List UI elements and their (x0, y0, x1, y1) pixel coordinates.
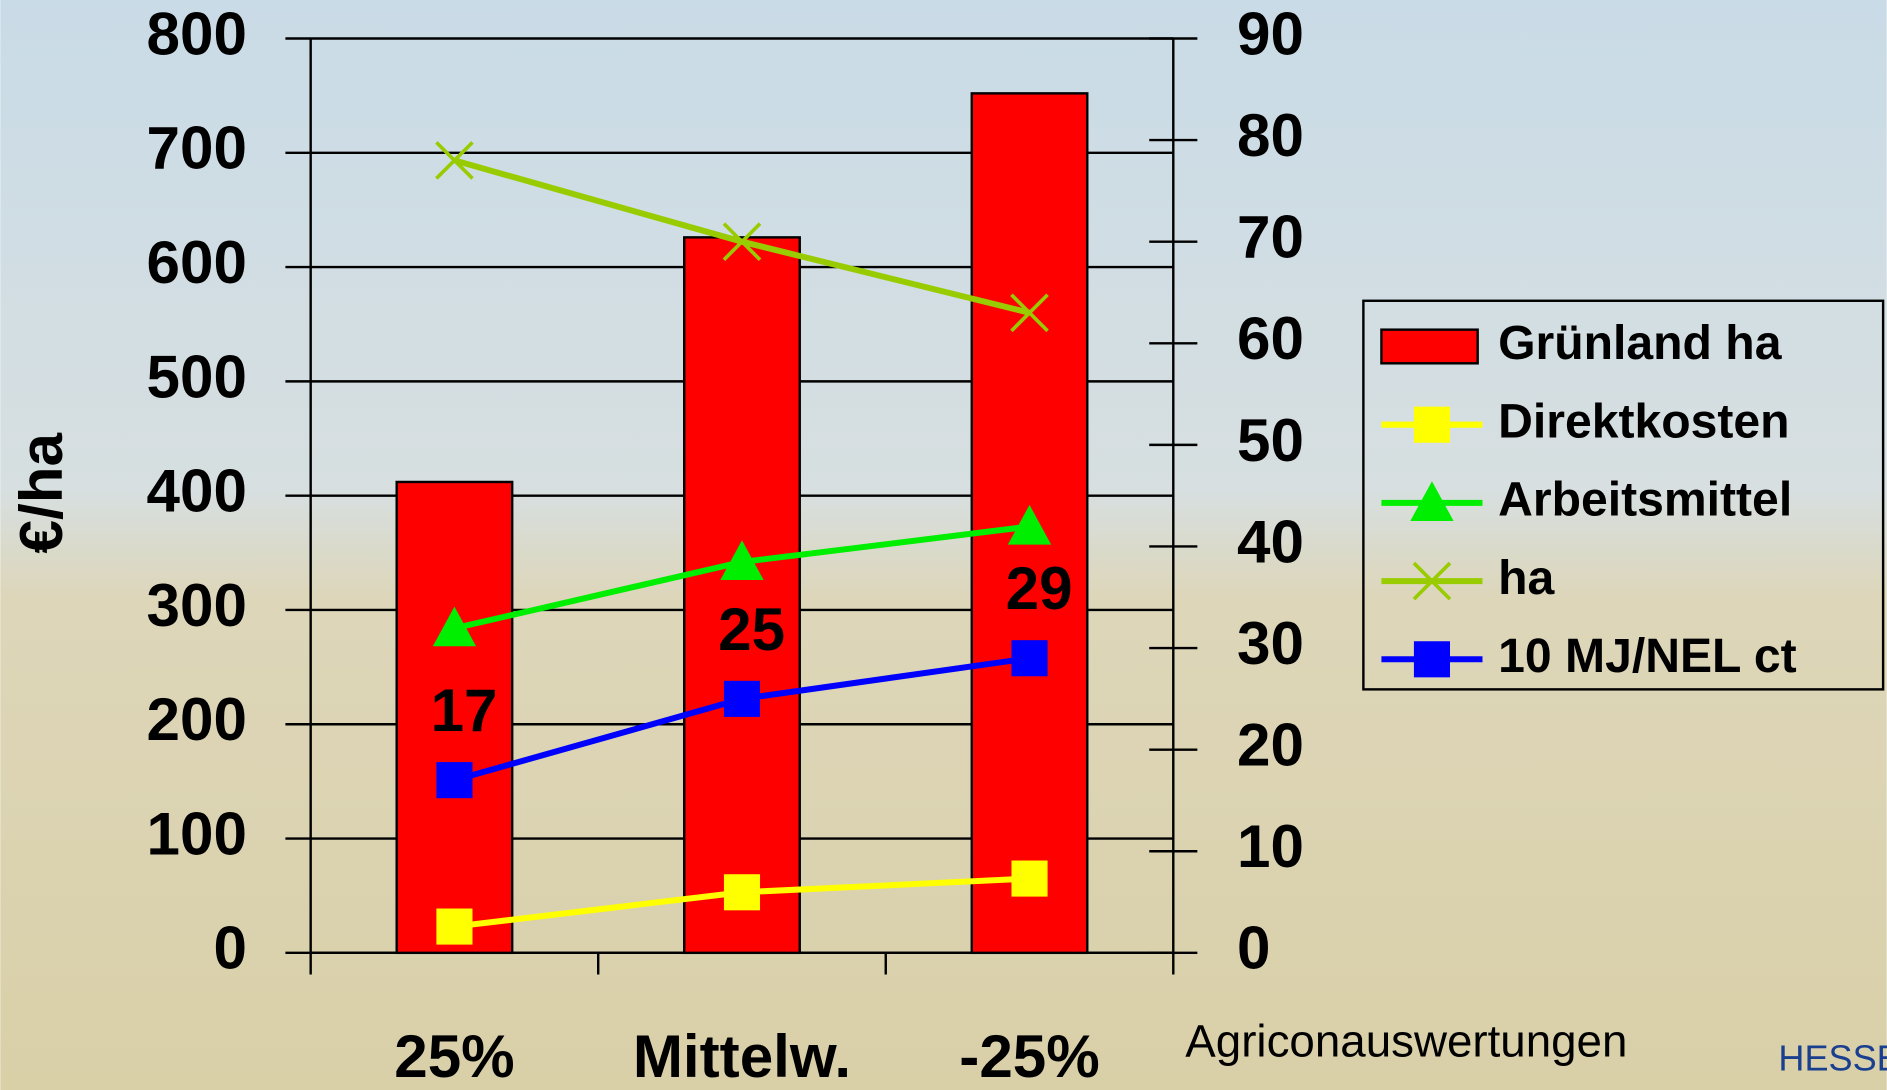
legend-label: Direktkosten (1498, 394, 1789, 448)
y2-tick-label: 10 (1237, 813, 1304, 880)
y-tick-label: 400 (147, 458, 247, 525)
legend-label: Arbeitsmittel (1498, 473, 1792, 527)
y-tick-label: 500 (147, 343, 247, 410)
y2-tick-label: 90 (1237, 0, 1304, 67)
y2-tick-label: 0 (1237, 915, 1270, 982)
marker (724, 681, 760, 717)
background (0, 0, 1886, 1090)
legend-swatch (1381, 330, 1477, 364)
y2-tick-label: 20 (1237, 712, 1304, 779)
chart: €/ha Agriconauswertungen HESSE 010020030… (0, 0, 1887, 1090)
y-tick-label: 200 (147, 686, 247, 753)
y2-tick-label: 50 (1237, 407, 1304, 474)
y-tick-label: 800 (147, 0, 247, 67)
legend-label: ha (1498, 551, 1555, 605)
marker (436, 909, 472, 945)
y2-tick-label: 30 (1237, 610, 1304, 677)
x-tick-label: -25% (959, 1023, 1099, 1090)
x-tick-label: 25% (394, 1023, 514, 1090)
marker (436, 762, 472, 798)
y-tick-label: 600 (147, 229, 247, 296)
y-tick-label: 0 (213, 915, 246, 982)
x-tick-label: Mittelw. (633, 1023, 851, 1090)
marker (1011, 640, 1047, 676)
data-label: 29 (1006, 555, 1073, 622)
marker (1414, 641, 1450, 677)
y2-tick-label: 70 (1237, 204, 1304, 271)
data-label: 25 (718, 596, 785, 663)
y-tick-label: 300 (147, 572, 247, 639)
data-label: 17 (431, 677, 498, 744)
y-axis-label: €/ha (8, 433, 75, 554)
y2-tick-label: 80 (1237, 102, 1304, 169)
logo: HESSE (1778, 1038, 1887, 1079)
y-tick-label: 100 (147, 800, 247, 867)
marker (1414, 407, 1450, 443)
page: {"chart_data": {"type": "bar", "y_axis_l… (0, 0, 1887, 1090)
y2-tick-label: 60 (1237, 305, 1304, 372)
y-tick-label: 700 (147, 115, 247, 182)
marker (724, 874, 760, 910)
legend-label: 10 MJ/NEL ct (1498, 629, 1797, 683)
marker (1011, 861, 1047, 897)
source-note: Agriconauswertungen (1185, 1015, 1627, 1066)
legend-label: Grünland ha (1498, 316, 1783, 370)
y2-tick-label: 40 (1237, 508, 1304, 575)
